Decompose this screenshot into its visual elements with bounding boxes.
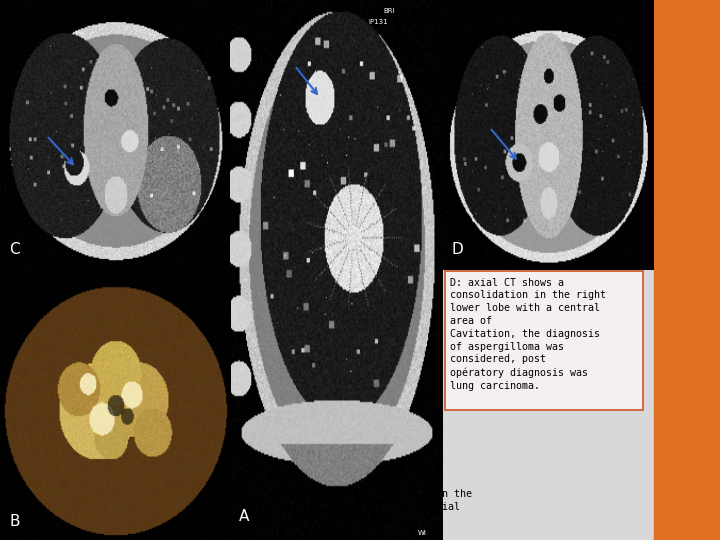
FancyBboxPatch shape [2,271,227,366]
Text: A: A [239,509,249,524]
Text: D: D [451,241,463,256]
FancyBboxPatch shape [233,379,439,444]
Text: IP131: IP131 [369,19,388,25]
Text: WI: WI [418,530,426,536]
Text: A: Sagittal view shown two
right upper lobe
aspergillomas associated with
bronch: A: Sagittal view shown two right upper l… [238,386,412,434]
Bar [654,0,720,540]
Text: BRI: BRI [383,8,395,14]
FancyBboxPatch shape [445,271,643,410]
Text: D: axial CT shows a
consolidation in the right
lower lobe with a central
area of: D: axial CT shows a consolidation in the… [450,278,606,390]
Text: C :  axial CT shows Aspergilloma  in
55 years old women identified  air
crescent: C : axial CT shows Aspergilloma in 55 ye… [7,278,223,352]
Text: B:  Bronchoscopic  image  shows
elevated whitish nodular lesions in the
trachea : B: Bronchoscopic image shows elevated wh… [238,476,472,525]
FancyBboxPatch shape [233,470,439,535]
Text: C: C [9,241,20,256]
Text: B: B [9,514,19,529]
